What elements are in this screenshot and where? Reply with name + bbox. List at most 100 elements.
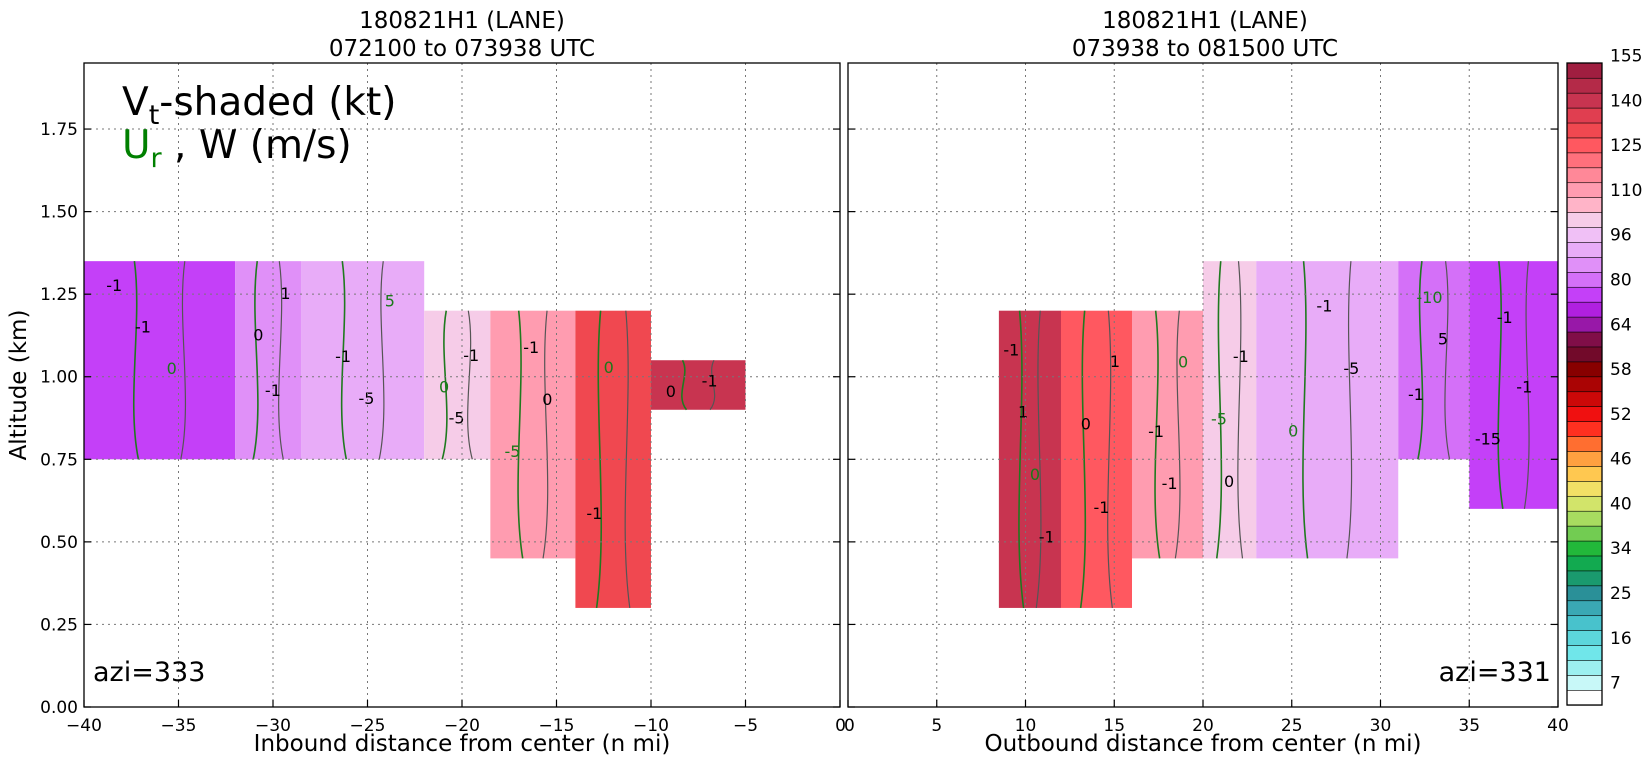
legend-line-ur-w: Ur , W (m/s) xyxy=(122,123,352,174)
vt-field-cell xyxy=(1132,310,1203,559)
contour-label: 0 xyxy=(1030,465,1040,484)
right-x-ticks: 0 5 10 15 20 25 30 35 40 xyxy=(844,700,1569,736)
colorbar-tick-label: 46 xyxy=(1610,450,1632,470)
contour-label: -1 xyxy=(1162,474,1178,493)
vt-field-cell xyxy=(1256,261,1399,559)
vt-field-cell xyxy=(301,261,425,460)
colorbar-band xyxy=(1566,644,1603,661)
contour-label: -1 xyxy=(1497,308,1513,327)
colorbar-band xyxy=(1566,316,1603,333)
contour-label: -1 xyxy=(1316,297,1332,316)
contour-label: -5 xyxy=(449,409,465,428)
colorbar-tick-label: 58 xyxy=(1610,360,1632,380)
colorbar-tick-label: 80 xyxy=(1610,270,1632,290)
contour-label: -15 xyxy=(1475,429,1501,448)
colorbar-band xyxy=(1566,197,1603,213)
vt-field-cell xyxy=(1203,261,1257,559)
y-tick-label: 0.00 xyxy=(40,698,78,718)
right-azimuth-annotation: azi=331 xyxy=(1439,657,1551,688)
contour-label: -1 xyxy=(586,504,602,523)
colorbar-tick-label: 96 xyxy=(1610,226,1632,246)
w-contour-line xyxy=(1444,261,1451,460)
right-panel: 180821H1 (LANE) 073938 to 081500 UTC -1-… xyxy=(844,8,1569,757)
colorbar-tick-label: 7 xyxy=(1610,674,1621,694)
x-tick-label: −40 xyxy=(66,716,102,736)
colorbar-band xyxy=(1566,450,1603,467)
x-tick-label: −25 xyxy=(350,716,386,736)
y-tick-label: 1.25 xyxy=(40,285,78,305)
ur-contour-line xyxy=(1018,310,1025,609)
contour-label: -5 xyxy=(504,442,520,461)
colorbar-band xyxy=(1566,630,1603,646)
ur-contour-line xyxy=(252,261,259,460)
w-contour-line xyxy=(624,310,631,609)
colorbar-band xyxy=(1566,376,1603,393)
colorbar-band xyxy=(1566,495,1603,512)
left-azimuth-annotation: azi=333 xyxy=(93,657,205,688)
x-tick-label: 30 xyxy=(1370,716,1392,736)
contour-label: -1 xyxy=(1233,347,1249,366)
vt-field-cell xyxy=(651,360,746,410)
contour-label: -1 xyxy=(135,317,151,336)
colorbar-band xyxy=(1566,435,1603,452)
contour-label: -5 xyxy=(1211,410,1227,429)
colorbar-tick-label: 40 xyxy=(1610,494,1632,514)
colorbar-bands xyxy=(1566,62,1603,706)
x-tick-label: −20 xyxy=(444,716,480,736)
x-tick-label: 35 xyxy=(1458,716,1480,736)
contour-label: -1 xyxy=(1408,385,1424,404)
colorbar-band xyxy=(1566,465,1603,482)
colorbar-tick-label: 52 xyxy=(1610,405,1632,425)
colorbar-band xyxy=(1566,525,1603,542)
y-tick-label: 1.75 xyxy=(40,120,78,140)
x-tick-label: 15 xyxy=(1103,716,1125,736)
colorbar-band xyxy=(1566,406,1603,422)
colorbar-tick-label: 64 xyxy=(1610,315,1632,335)
contour-label: 0 xyxy=(1224,472,1234,491)
ur-contour-line xyxy=(1215,261,1223,559)
ur-contour-line xyxy=(1079,310,1087,609)
contour-label: 1 xyxy=(280,284,290,303)
colorbar-band xyxy=(1566,421,1603,437)
right-vt-field xyxy=(998,261,1558,608)
contour-label: -1 xyxy=(1003,340,1019,359)
colorbar: 7 16 25 34 40 46 52 58 64 80 96 110 125 140 155 xyxy=(1566,47,1642,706)
x-tick-label: 40 xyxy=(1547,716,1569,736)
colorbar-band xyxy=(1566,301,1603,318)
contour-label: 0 xyxy=(167,359,177,378)
colorbar-band xyxy=(1566,256,1603,273)
ur-contour-line xyxy=(681,359,688,411)
left-panel: 180821H1 (LANE) 072100 to 073938 UTC -1 -… xyxy=(6,8,846,757)
right-x-axis-label: Outbound distance from center (n mi) xyxy=(985,731,1422,757)
w-contour-line xyxy=(378,261,385,460)
colorbar-band xyxy=(1566,152,1603,169)
ur-contour-line xyxy=(340,261,348,460)
y-tick-label: 0.50 xyxy=(40,533,78,553)
left-x-axis-label: Inbound distance from center (n mi) xyxy=(254,731,671,757)
colorbar-tick-label: 25 xyxy=(1610,584,1632,604)
vt-field-cell xyxy=(1061,310,1132,608)
vt-field-cell xyxy=(1469,261,1558,509)
contour-label: 1 xyxy=(1018,403,1028,422)
vt-field-cell xyxy=(235,261,302,460)
left-x-ticks: −40 −35 −30 −25 −20 −15 −10 −5 0 xyxy=(66,700,846,736)
colorbar-band xyxy=(1566,570,1603,587)
w-contour-line xyxy=(1237,261,1244,559)
right-title-line2: 073938 to 081500 UTC xyxy=(1072,36,1338,62)
colorbar-band xyxy=(1566,271,1603,288)
ur-contour-line xyxy=(1154,310,1161,559)
contour-label: 0 xyxy=(439,377,449,396)
contour-label: 0 xyxy=(1081,415,1091,434)
w-contour-line xyxy=(1346,261,1353,559)
colorbar-band xyxy=(1566,555,1603,572)
vt-field-cell xyxy=(1398,261,1470,460)
contour-label: 0 xyxy=(1178,353,1188,372)
contour-label: 1 xyxy=(1110,352,1120,371)
colorbar-tick-label: 34 xyxy=(1610,539,1632,559)
colorbar-band xyxy=(1566,77,1603,94)
y-tick-label: 0.25 xyxy=(40,615,78,635)
contour-label: -5 xyxy=(1343,359,1359,378)
colorbar-band xyxy=(1566,361,1603,378)
legend-ur-symbol: U xyxy=(122,123,151,168)
